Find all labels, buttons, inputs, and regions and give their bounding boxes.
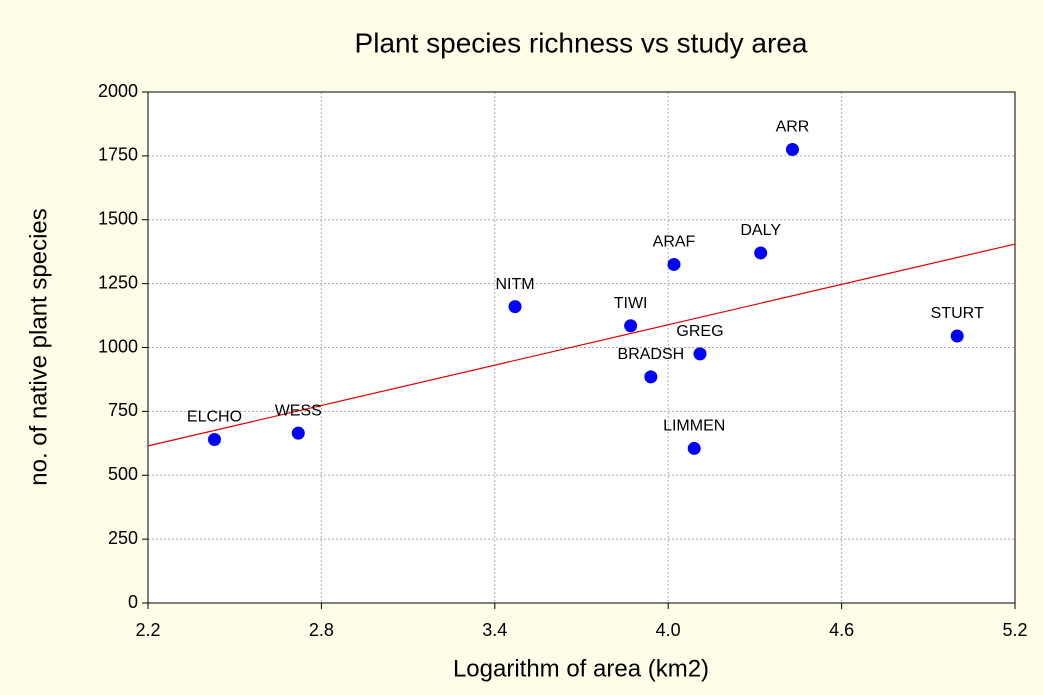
y-tick-label: 500	[108, 464, 138, 484]
point-label: BRADSH	[618, 346, 685, 363]
y-tick-label: 1000	[98, 336, 138, 356]
x-tick-label: 2.2	[135, 620, 160, 640]
point	[207, 432, 221, 446]
x-axis-title: Logarithm of area (km2)	[453, 655, 709, 682]
y-tick-label: 1750	[98, 145, 138, 165]
point	[950, 329, 964, 343]
y-tick-label: 2000	[98, 81, 138, 101]
point	[644, 370, 658, 384]
point-label: WESS	[275, 402, 322, 419]
x-tick-label: 4.6	[829, 620, 854, 640]
plot-border	[147, 91, 1016, 604]
y-tick-label: 1500	[98, 209, 138, 229]
y-tick-label: 750	[108, 400, 138, 420]
y-axis-title: no. of native plant species	[25, 208, 52, 486]
point	[508, 300, 522, 314]
point	[754, 246, 768, 260]
point-label: TIWI	[614, 295, 648, 312]
point-label: STURT	[931, 305, 984, 322]
point-label: NITM	[495, 276, 534, 293]
point-label: DALY	[740, 222, 781, 239]
x-tick-label: 5.2	[1002, 620, 1027, 640]
trend-line	[147, 243, 1016, 447]
point	[693, 347, 707, 361]
x-tick-label: 2.8	[309, 620, 334, 640]
point-label: ARR	[776, 119, 810, 136]
y-tick-label: 250	[108, 528, 138, 548]
point-label: ELCHO	[187, 409, 242, 426]
x-tick-label: 4.0	[656, 620, 681, 640]
point-label: LIMMEN	[663, 418, 725, 435]
point	[785, 142, 799, 156]
point	[667, 257, 681, 271]
y-tick-label: 0	[128, 592, 138, 612]
point	[687, 441, 701, 455]
chart-title: Plant species richness vs study area	[355, 27, 808, 58]
point-label: ARAF	[653, 234, 696, 251]
x-tick-label: 3.4	[482, 620, 507, 640]
y-tick-label: 1250	[98, 272, 138, 292]
point-label: GREG	[676, 323, 723, 340]
point	[624, 319, 638, 333]
point	[291, 426, 305, 440]
